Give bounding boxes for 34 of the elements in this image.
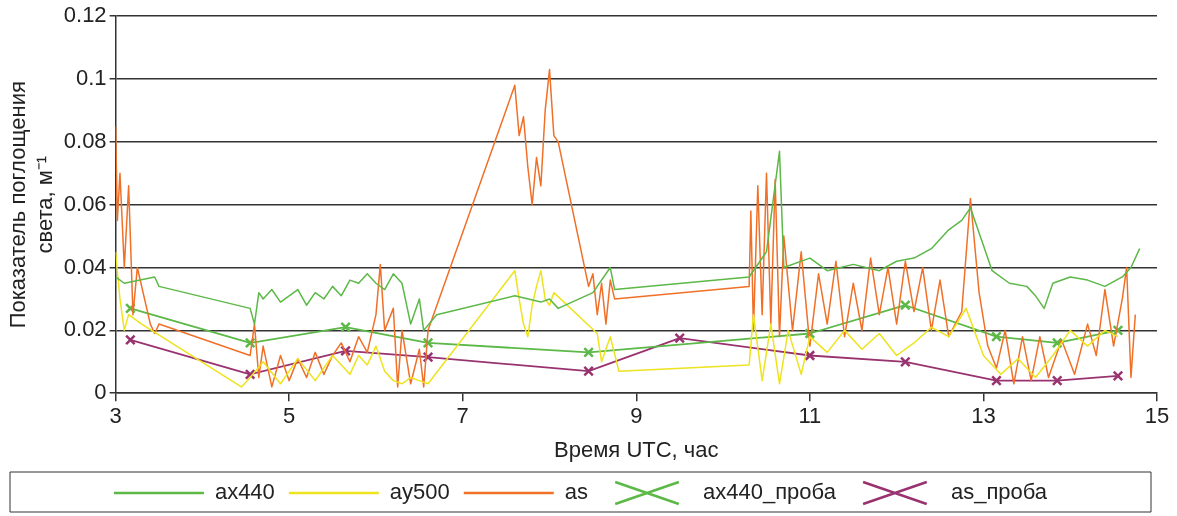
x-tick-label: 15 — [1144, 403, 1170, 429]
point — [674, 332, 686, 344]
point — [1112, 370, 1124, 382]
legend-label: ax440_проба — [703, 479, 837, 505]
legend-label: as — [564, 479, 589, 505]
legend-label: as_проба — [950, 479, 1048, 505]
y-axis-title: Показатель поглощения света, м⁻¹ — [5, 81, 57, 329]
y-tick-label: 0.12 — [63, 2, 107, 28]
point — [583, 365, 595, 377]
y-tick-label: 0.08 — [63, 127, 107, 153]
point — [899, 299, 911, 311]
y-tick-label: 0.1 — [76, 65, 107, 91]
y-tick-label: 0.06 — [63, 190, 107, 216]
x-axis-title: Время UTC, час — [554, 436, 719, 462]
x-tick-label: 9 — [630, 403, 643, 429]
point — [244, 368, 256, 380]
point — [1051, 375, 1063, 387]
legend-label: ax440 — [214, 479, 275, 505]
y-tick-label: 0.04 — [63, 253, 107, 279]
point — [340, 321, 352, 333]
point — [899, 356, 911, 368]
point — [124, 334, 136, 346]
point — [804, 350, 816, 361]
y-tick-label: 0.02 — [63, 316, 107, 342]
point — [583, 346, 595, 358]
x-tick-label: 3 — [109, 403, 122, 429]
y-tick-label: 0 — [94, 379, 107, 405]
legend-label: ay500 — [389, 479, 450, 505]
x-tick-label: 11 — [798, 403, 822, 429]
point — [990, 331, 1002, 343]
x-tick-label: 5 — [283, 403, 296, 429]
point — [990, 375, 1002, 387]
x-tick-label: 7 — [456, 403, 469, 429]
x-tick-label: 13 — [971, 403, 996, 429]
